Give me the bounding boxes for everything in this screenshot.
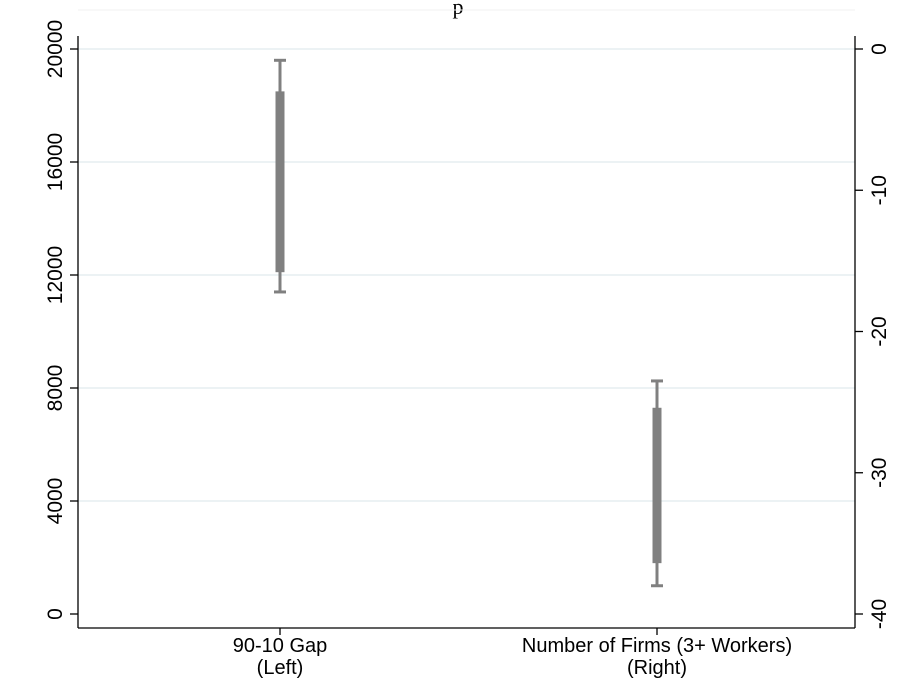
category-label-0-line2: (Left)	[257, 657, 304, 679]
left-tick-label-3: 12000	[44, 246, 67, 304]
right-tick-label-2: -20	[868, 316, 891, 346]
left-tick-label-5: 20000	[44, 20, 67, 78]
right-tick-label-3: -30	[868, 458, 891, 488]
range-bar-1	[652, 407, 662, 564]
left-tick-label-4: 16000	[44, 133, 67, 191]
category-label-1-line1: Number of Firms (3+ Workers)	[522, 635, 792, 657]
left-tick-label-1: 4000	[44, 478, 67, 525]
left-tick-label-2: 8000	[44, 365, 67, 412]
category-label-1-line2: (Right)	[627, 657, 687, 679]
right-tick-label-1: -10	[868, 175, 891, 205]
category-label-0-line1: 90-10 Gap	[233, 635, 328, 657]
right-tick-label-0: 0	[868, 43, 891, 55]
left-tick-label-0: 0	[44, 608, 67, 620]
range-bar-0	[275, 91, 285, 273]
right-tick-label-4: -40	[868, 599, 891, 629]
